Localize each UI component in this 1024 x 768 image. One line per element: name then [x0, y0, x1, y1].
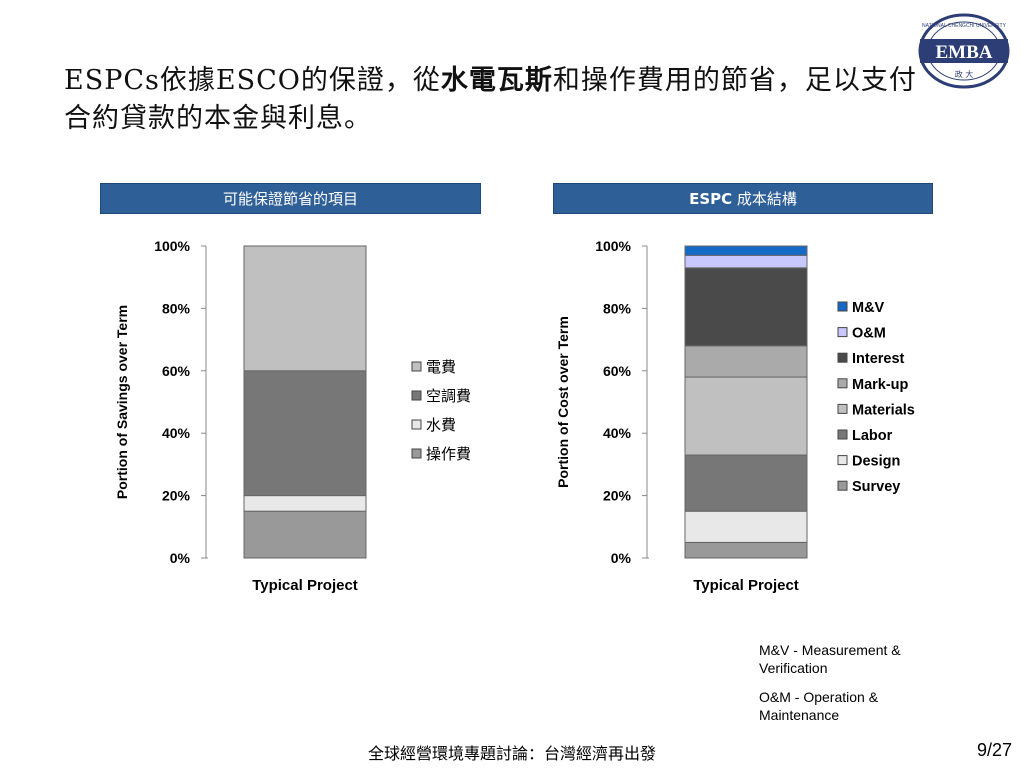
legend-label: Mark-up — [852, 377, 909, 393]
legend-label: Design — [852, 454, 900, 470]
legend-swatch — [837, 378, 848, 389]
legend-label: 水費 — [426, 416, 456, 434]
y-axis-label: Portion of Savings over Term — [114, 305, 130, 499]
y-tick-label: 0% — [611, 550, 632, 566]
legend-swatch — [837, 301, 848, 312]
legend-swatch — [411, 448, 422, 459]
legend-label: O&M — [852, 326, 886, 342]
legend-swatch — [837, 327, 848, 338]
y-tick-label: 60% — [162, 363, 191, 379]
legend-swatch — [837, 455, 848, 466]
right-panel-header: ESPC 成本結構 — [553, 183, 933, 214]
legend-label: Materials — [852, 402, 915, 418]
page-number: 9/27 — [976, 740, 1012, 760]
slide-title: ESPCs依據ESCO的保證，從水電瓦斯和操作費用的節省，足以支付合約貸款的本金… — [64, 62, 944, 138]
bar-segment-操作費 — [243, 510, 367, 559]
y-tick-label: 0% — [170, 550, 191, 566]
bar-segment-Mark-up — [684, 345, 808, 378]
bar-segment-M&V — [684, 245, 808, 256]
logo-text: EMBA — [936, 42, 993, 63]
legend-swatch — [411, 390, 422, 401]
y-tick-label: 60% — [603, 363, 632, 379]
title-highlight: 水電瓦斯 — [440, 65, 553, 96]
legend-swatch — [411, 419, 422, 430]
y-tick-label: 40% — [162, 425, 191, 441]
legend-swatch — [411, 361, 422, 372]
logo-sub: 政 大 — [955, 69, 974, 79]
footer-text: 全球經營環境專題討論：台灣經濟再出發 — [367, 744, 656, 763]
bar-segment-Labor — [684, 454, 808, 512]
right-header-bold: ESPC — [689, 190, 733, 208]
y-tick-label: 40% — [603, 425, 632, 441]
bar-segment-O&M — [684, 254, 808, 269]
legend-swatch — [837, 352, 848, 363]
legend-label: 電費 — [426, 358, 456, 376]
note-mv: M&V - Measurement & Verification — [759, 642, 901, 676]
legend-swatch — [837, 429, 848, 440]
legend-swatch — [837, 480, 848, 491]
bar-segment-水費 — [243, 495, 367, 512]
x-category-label: Typical Project — [693, 577, 799, 594]
y-tick-label: 80% — [162, 300, 191, 316]
bar-segment-Design — [684, 510, 808, 543]
y-tick-label: 100% — [154, 238, 190, 254]
bar-segment-Interest — [684, 267, 808, 347]
bar-segment-Survey — [684, 541, 808, 559]
legend-label: 操作費 — [426, 445, 471, 463]
legend-label: Survey — [852, 479, 900, 495]
left-panel-header: 可能保證節省的項目 — [100, 183, 481, 214]
y-tick-label: 20% — [162, 488, 191, 504]
y-axis-label: Portion of Cost over Term — [555, 316, 571, 488]
title-part2: 和操作費用的節省，足以支付合約貸款的本金與利息。 — [64, 65, 917, 134]
legend-label: Labor — [852, 428, 893, 444]
y-tick-label: 20% — [603, 488, 632, 504]
y-tick-label: 100% — [595, 238, 631, 254]
right-header-rest: 成本結構 — [732, 190, 797, 208]
legend-label: M&V — [852, 300, 885, 316]
bar-segment-空調費 — [243, 370, 367, 497]
x-category-label: Typical Project — [252, 577, 358, 594]
logo-ring-text: NATIONAL CHENGCHI UNIVERSITY — [922, 23, 1007, 29]
legend-label: Interest — [852, 351, 905, 367]
bar-segment-電費 — [243, 245, 367, 372]
legend-label: 空調費 — [426, 387, 471, 405]
title-part1: ESPCs依據ESCO的保證，從 — [64, 65, 441, 96]
y-tick-label: 80% — [603, 300, 632, 316]
bar-segment-Materials — [684, 376, 808, 456]
note-om: O&M - Operation & Maintenance — [759, 689, 879, 723]
emba-logo: NATIONAL CHENGCHI UNIVERSITY EMBA 政 大 — [918, 13, 1010, 89]
legend-swatch — [837, 403, 848, 414]
